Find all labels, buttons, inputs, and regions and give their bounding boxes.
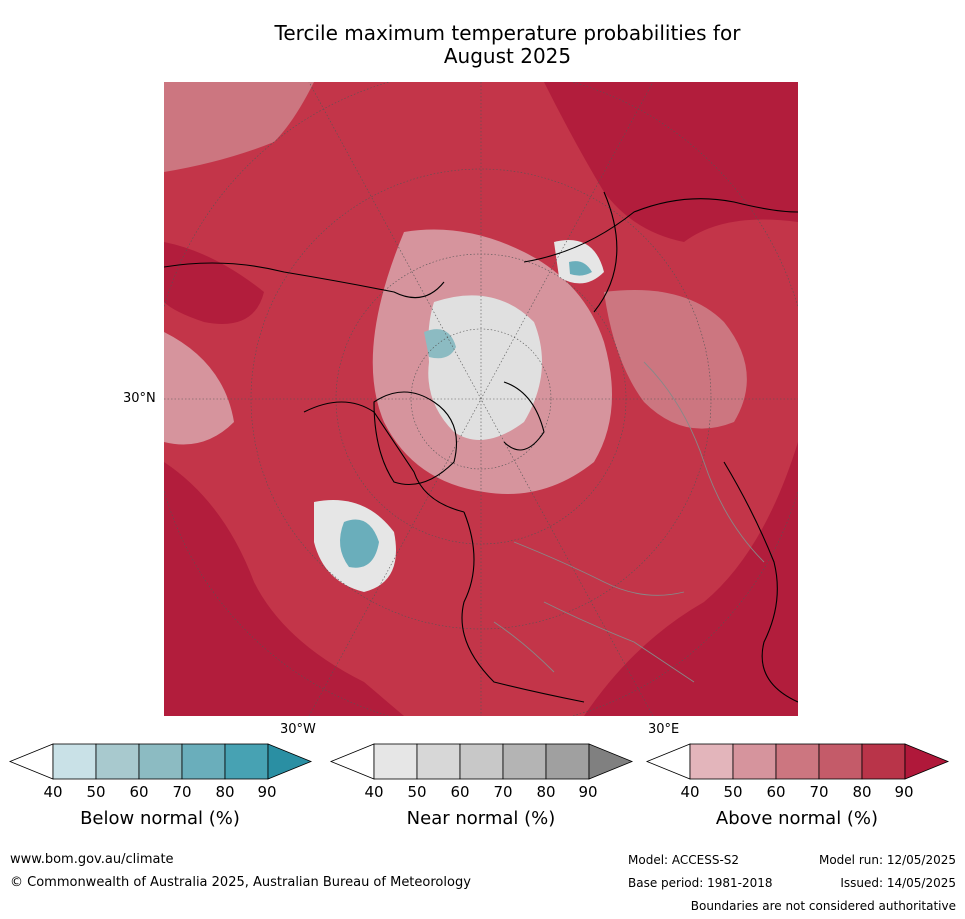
colorbar-extend-high	[588, 743, 634, 780]
tick-label: 60	[450, 783, 470, 801]
tick-label: 90	[257, 783, 277, 801]
colorbar-segment	[224, 743, 269, 780]
tick-label: 80	[536, 783, 556, 801]
base-period: Base period: 1981-2018	[628, 876, 773, 890]
tick-label: 70	[493, 783, 513, 801]
colorbar-segment	[732, 743, 777, 780]
map-title: Tercile maximum temperature probabilitie…	[160, 22, 855, 68]
model-run-date: Model run: 12/05/2025	[818, 853, 956, 867]
region-near-normal	[428, 295, 542, 440]
colorbar-segment	[775, 743, 820, 780]
colorbar-segment	[689, 743, 734, 780]
colorbar-above-ticks: 40 50 60 70 80 90	[647, 783, 947, 801]
region-below-normal	[569, 261, 592, 276]
colorbar-segment	[861, 743, 906, 780]
tick-label: 90	[578, 783, 598, 801]
colorbar-above-label: Above normal (%)	[715, 808, 879, 829]
colorbar-extend-low	[8, 743, 54, 780]
tick-label: 90	[894, 783, 914, 801]
issued-date: Issued: 14/05/2025	[840, 876, 956, 890]
colorbar-segment	[459, 743, 504, 780]
region-above-mid	[164, 82, 314, 172]
colorbar-below-label: Below normal (%)	[80, 808, 240, 829]
colorbar-segment	[545, 743, 590, 780]
copyright-text: © Commonwealth of Australia 2025, Austra…	[10, 875, 471, 890]
lon-label-30e: 30°E	[648, 722, 680, 737]
colorbar-segment	[138, 743, 183, 780]
colorbar-near-ticks: 40 50 60 70 80 90	[331, 783, 631, 801]
colorbar-segment	[818, 743, 863, 780]
region-below-normal	[424, 329, 456, 359]
coastlines	[164, 191, 798, 703]
colorbar-segment	[416, 743, 461, 780]
tick-label: 50	[86, 783, 106, 801]
colorbar-below-normal	[8, 743, 313, 780]
colorbar-segment	[95, 743, 140, 780]
colorbar-extend-low	[329, 743, 375, 780]
colorbar-below-ticks: 40 50 60 70 80 90	[10, 783, 310, 801]
model-name: Model: ACCESS-S2	[628, 853, 740, 867]
tick-label: 40	[43, 783, 63, 801]
tick-label: 80	[215, 783, 235, 801]
lat-label-30n: 30°N	[123, 391, 156, 406]
boundary-disclaimer: Boundaries are not considered authoritat…	[690, 899, 956, 913]
country-borders	[493, 361, 765, 683]
tick-label: 60	[129, 783, 149, 801]
title-line-2: August 2025	[443, 44, 572, 68]
colorbar-near-label: Near normal (%)	[406, 808, 556, 829]
colorbar-segment	[502, 743, 547, 780]
colorbar-extend-high	[904, 743, 950, 780]
tick-label: 80	[852, 783, 872, 801]
region-above-high	[164, 462, 404, 716]
region-above-mid	[164, 332, 234, 445]
tick-label: 70	[172, 783, 192, 801]
colorbar-segment	[52, 743, 97, 780]
tick-label: 40	[364, 783, 384, 801]
polar-map[interactable]	[164, 82, 798, 716]
map-gridlines	[164, 82, 798, 716]
colorbar-segment	[181, 743, 226, 780]
colorbar-above-normal	[645, 743, 950, 780]
website-link[interactable]: www.bom.gov.au/climate	[10, 852, 174, 867]
title-line-1: Tercile maximum temperature probabilitie…	[274, 21, 741, 45]
region-below-normal	[340, 519, 379, 568]
tick-label: 60	[766, 783, 786, 801]
tick-label: 40	[680, 783, 700, 801]
colorbar-extend-low	[645, 743, 691, 780]
lon-label-30w: 30°W	[280, 722, 316, 737]
tick-label: 50	[723, 783, 743, 801]
colorbar-near-normal	[329, 743, 634, 780]
region-above-high	[164, 242, 264, 324]
colorbar-segment	[373, 743, 418, 780]
region-above-high	[584, 442, 798, 716]
tick-label: 70	[809, 783, 829, 801]
colorbar-extend-high	[267, 743, 313, 780]
tick-label: 50	[407, 783, 427, 801]
